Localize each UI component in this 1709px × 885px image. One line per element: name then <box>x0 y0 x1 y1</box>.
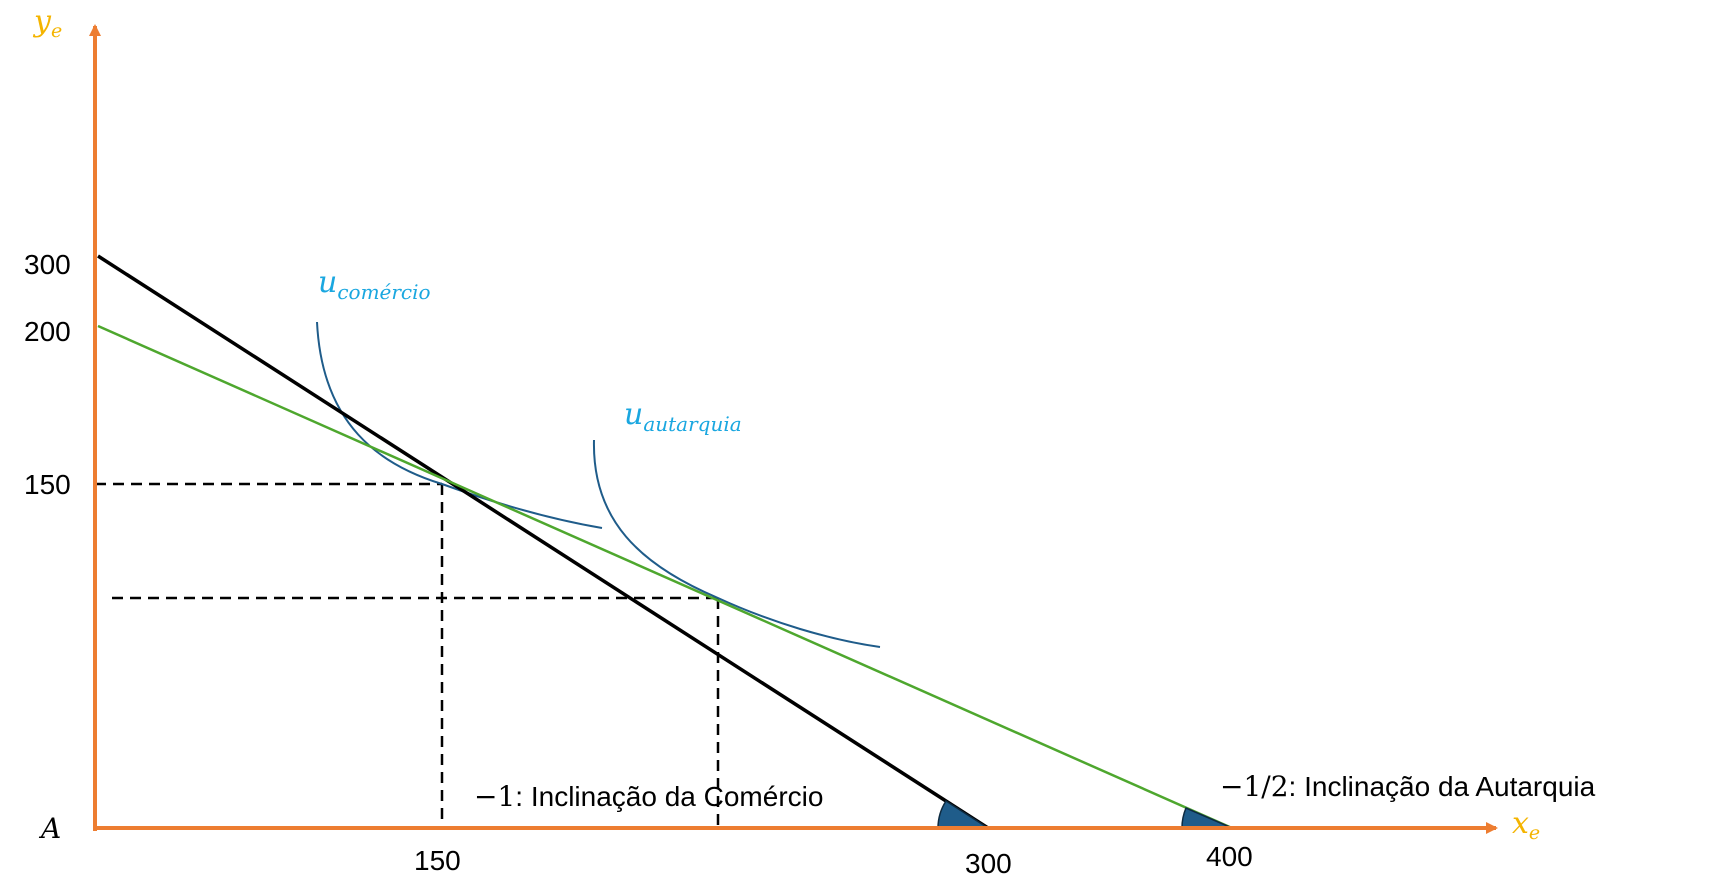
angle-marker-autarky <box>1181 807 1233 829</box>
autarky-price-line <box>97 324 1233 830</box>
curve-label-comercio: ucomércio <box>318 265 431 304</box>
y-tick-150: 150 <box>24 469 71 500</box>
y-tick-200: 200 <box>24 316 71 347</box>
indifference-curve-comercio <box>316 321 603 529</box>
x-axis-label: xe <box>1512 806 1540 844</box>
slope-label-comercio: −1: Inclinação da Comércio <box>474 780 823 813</box>
x-tick-300: 300 <box>965 848 1012 879</box>
trade-price-line <box>97 254 989 830</box>
curve-label-autarquia: uautarquia <box>624 397 742 436</box>
indifference-curve-autarquia <box>592 439 881 648</box>
x-tick-400: 400 <box>1206 841 1253 872</box>
angle-marker-trade <box>937 799 991 829</box>
guide-lines <box>95 482 720 828</box>
origin-label: A <box>38 812 61 845</box>
y-axis-label: ye <box>32 4 62 42</box>
slope-label-autarquia: −1/2: Inclinação da Autarquia <box>1220 770 1596 803</box>
y-tick-300: 300 <box>24 249 71 280</box>
x-tick-150: 150 <box>414 845 461 876</box>
